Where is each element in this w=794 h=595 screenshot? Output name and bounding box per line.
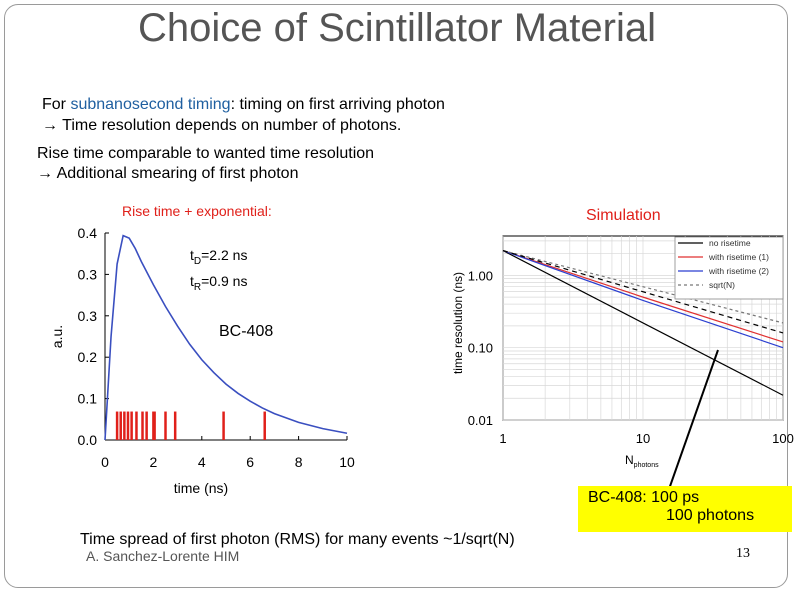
series-line [502,250,784,396]
text-line-2: → Time resolution depends on number of p… [42,117,402,134]
y-axis-label: a.u. [49,325,65,348]
text-line-3: Rise time comparable to wanted time reso… [37,145,375,162]
legend-entry: with risetime (2) [708,266,769,276]
material-label: BC-408 [219,323,274,340]
x-tick-label: 2 [150,454,158,470]
line1-suffix: : timing on first arriving photon [230,96,445,113]
x-tick-label: 6 [246,454,254,470]
tr-label: tR=0.9 ns [190,273,248,293]
y-tick-label: 0.0 [78,432,98,448]
callout-pointer-line [667,349,719,493]
page-number: 13 [736,546,750,561]
series-line [502,250,784,343]
y-tick-label: 0.3 [78,266,98,282]
x-tick-label: 10 [636,431,650,446]
pulse-curve [104,234,348,441]
y-tick-label: 0.4 [78,225,98,241]
text-line-4: → Additional smearing of first photon [37,165,299,182]
y-tick-label: 0.2 [78,349,98,365]
series-line [502,250,784,349]
callout-line-1: BC-408: 100 ps [588,489,700,506]
legend-entry: sqrt(N) [709,280,735,290]
callout-line-2: 100 photons [666,507,755,524]
td-label: tD=2.2 ns [190,247,248,267]
x-axis-label: time (ns) [174,480,228,496]
slide-frame [4,4,788,588]
x-tick-label: 0 [101,454,109,470]
line1-prefix: For [42,96,71,113]
x-tick-label: 8 [295,454,303,470]
y-tick-label: 0.10 [468,341,493,356]
x-axis-label: Nphotons [625,453,659,469]
x-tick-label: 1 [499,431,506,446]
legend-entry: with risetime (1) [708,252,769,262]
bottom-text: Time spread of first photon (RMS) for ma… [80,531,515,548]
y-tick-label: 0.1 [78,391,98,407]
right-chart-caption: Simulation [586,207,661,224]
slide-title: Choice of Scintillator Material [138,6,656,50]
callout-box: BC-408: 100 ps 100 photons [578,486,792,532]
x-tick-label: 4 [198,454,206,470]
y-tick-label: 0.01 [468,413,493,428]
left-chart-caption: Rise time + exponential: [122,203,272,219]
legend-box [674,236,784,300]
text-line-1: For subnanosecond timing: timing on firs… [42,96,445,114]
legend-entry: no risetime [709,238,751,248]
line1-highlight: subnanosecond timing [70,96,231,113]
footer-author: A. Sanchez-Lorente HIM [86,548,240,564]
series-line [502,250,784,324]
y-axis-label: time resolution (ns) [451,272,465,374]
y-tick-label: 0.3 [78,308,98,324]
x-tick-label: 10 [339,454,355,470]
x-tick-label: 100 [772,431,794,446]
y-tick-label: 1.00 [468,268,493,283]
series-line [502,250,784,334]
